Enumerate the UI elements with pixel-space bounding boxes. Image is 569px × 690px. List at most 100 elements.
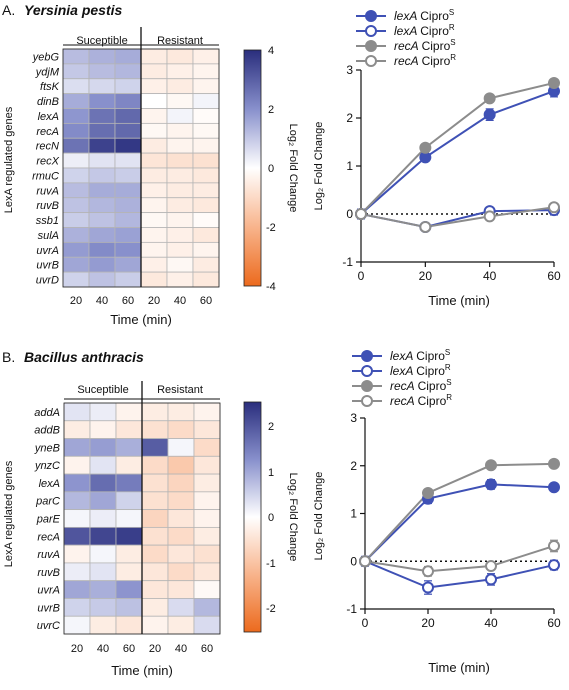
heatmap-row-label: ydjM — [35, 66, 60, 78]
heatmap-row-label: parE — [36, 514, 61, 526]
panel-a-xtick-1: 20 — [70, 295, 82, 307]
heatmap-cell — [140, 197, 168, 214]
x-tick-label: 60 — [547, 269, 561, 283]
heatmap-cell — [114, 197, 142, 214]
heatmap-cell — [166, 93, 194, 109]
heatmap-row-label: sulA — [38, 230, 59, 242]
data-point — [419, 220, 432, 233]
heatmap-cell — [140, 241, 168, 258]
heatmap-cell — [140, 108, 168, 124]
panel-b-colorbar-tick-4: -1 — [266, 558, 276, 570]
panel-a-letter: A. — [2, 2, 15, 18]
y-tick-label: 2 — [346, 111, 353, 125]
x-tick-label: 20 — [421, 616, 435, 630]
heatmap-cell — [114, 227, 142, 243]
heatmap-cell — [141, 526, 169, 546]
heatmap-cell — [141, 562, 169, 582]
panel-a-group-resistant: Resistant — [157, 35, 203, 47]
panel-a-colorbar — [243, 49, 262, 287]
heatmap-cell — [141, 455, 169, 475]
legend-marker — [365, 40, 377, 52]
panel-b-xtick-6: 60 — [201, 643, 213, 655]
x-tick-label: 20 — [419, 269, 433, 283]
heatmap-cell — [192, 108, 220, 124]
heatmap-cell — [115, 526, 143, 546]
heatmap-cell — [166, 63, 194, 80]
heatmap-cell — [62, 48, 90, 65]
heatmap-cell — [114, 48, 142, 65]
legend-label: recA CiproS — [394, 38, 456, 53]
panel-a-group-susceptible: Suceptible — [76, 35, 127, 47]
heatmap-cell — [63, 438, 91, 457]
panel-b-letter: B. — [2, 349, 15, 365]
heatmap-cell — [167, 473, 195, 493]
data-point — [485, 573, 497, 586]
series-line — [360, 206, 555, 228]
heatmap-cell — [167, 491, 195, 511]
heatmap-cell — [63, 402, 91, 422]
heatmap-cell — [115, 615, 143, 635]
heatmap-cell — [193, 473, 221, 493]
heatmap-cell — [88, 78, 116, 95]
panel-a-line-xlabel: Time (min) — [428, 293, 490, 308]
heatmap-cell — [193, 580, 221, 599]
series-line — [364, 462, 555, 562]
heatmap-cell — [62, 241, 90, 258]
data-point — [548, 559, 560, 572]
heatmap-cell — [89, 615, 117, 635]
panel-b-line-xlabel: Time (min) — [428, 660, 490, 675]
heatmap-cell — [167, 544, 195, 564]
heatmap-cell — [115, 491, 143, 511]
heatmap-cell — [89, 438, 117, 457]
heatmap-cell — [62, 152, 90, 169]
heatmap-cell — [88, 63, 116, 80]
heatmap-row-label: uvrD — [36, 275, 59, 287]
heatmap-cell — [114, 256, 142, 273]
panel-a-line-ylabel: Log₂ Fold Change — [313, 122, 325, 211]
data-point — [422, 581, 434, 594]
heatmap-cell — [88, 212, 116, 228]
data-point — [485, 560, 497, 573]
panel-b-group-resistant: Resistant — [157, 384, 203, 396]
heatmap-cell — [141, 615, 169, 635]
heatmap-cell — [114, 108, 142, 124]
heatmap-cell — [88, 48, 116, 65]
heatmap-cell — [88, 93, 116, 109]
heatmap-cell — [140, 182, 168, 199]
legend-label: lexA CiproR — [394, 23, 455, 38]
heatmap-cell — [63, 580, 91, 599]
panel-b-xtick-4: 20 — [149, 643, 161, 655]
heatmap-cell — [167, 402, 195, 422]
y-tick-label: 0 — [350, 554, 357, 568]
panel-b-line-ylabel: Log₂ Fold Change — [313, 472, 325, 561]
panel-b-x-axis-label: Time (min) — [111, 663, 173, 678]
heatmap-cell — [88, 241, 116, 258]
x-tick-label: 0 — [362, 616, 369, 630]
heatmap-row-label: recA — [37, 531, 60, 543]
heatmap-cell — [141, 420, 169, 439]
heatmap-cell — [62, 227, 90, 243]
legend-marker — [365, 25, 377, 37]
heatmap-cell — [193, 509, 221, 528]
data-point — [359, 555, 371, 568]
legend-label: lexA CiproS — [390, 348, 450, 363]
line-chart-b: -1 0 1 2 3 0 20 40 60 — [346, 411, 561, 630]
heatmap-cell — [166, 212, 194, 228]
heatmap-cell — [192, 167, 220, 184]
series-line — [364, 545, 555, 573]
legend-marker — [365, 10, 377, 22]
heatmap-cell — [167, 598, 195, 617]
heatmap-cell — [62, 63, 90, 80]
panel-b-colorbar-tick-1: 2 — [268, 421, 274, 433]
heatmap-row-label: uvrB — [37, 602, 60, 614]
heatmap-cell — [115, 455, 143, 475]
heatmap-cell — [166, 78, 194, 95]
heatmap-cell — [88, 108, 116, 124]
heatmap-row-label: uvrC — [37, 620, 60, 632]
heatmap-cell — [63, 526, 91, 546]
heatmap-row-label: ynzC — [34, 460, 60, 472]
panel-b-xtick-5: 40 — [175, 643, 187, 655]
heatmap-cell — [89, 491, 117, 511]
heatmap-row-label: ruvB — [37, 567, 60, 579]
x-tick-label: 60 — [547, 616, 561, 630]
